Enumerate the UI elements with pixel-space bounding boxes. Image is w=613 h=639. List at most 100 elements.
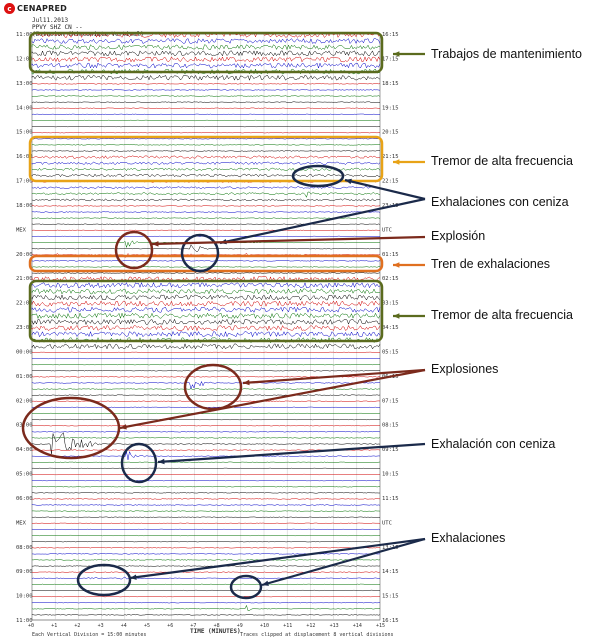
explosions-arrow (119, 368, 426, 430)
x-tick-label: +13 (330, 623, 339, 629)
exhalations-arrow-head (130, 574, 137, 580)
seismic-trace (31, 394, 381, 396)
left-time-label: 10:00 (16, 594, 33, 600)
ash-exhalation-arrow (157, 442, 426, 464)
seismic-trace (31, 107, 380, 109)
left-time-label: 14:00 (16, 105, 33, 111)
right-time-label: 05:15 (382, 349, 399, 355)
seismic-trace (31, 431, 381, 433)
x-tick-label: +14 (353, 623, 362, 629)
right-time-label: UTC (382, 520, 392, 526)
tremor-arrow-head (393, 159, 400, 165)
tremor-box (28, 135, 384, 183)
seismic-trace (31, 113, 381, 115)
seismic-trace (31, 312, 381, 320)
left-time-label: 21:00 (16, 276, 33, 282)
seismic-trace (31, 50, 381, 57)
annotation-label: Trabajos de mantenimiento (431, 47, 583, 61)
explosion-ellipse (183, 363, 243, 411)
seismic-trace (31, 370, 381, 372)
seismic-trace (31, 324, 381, 332)
ash-arrow (344, 178, 426, 201)
exhalation-ellipse (76, 563, 132, 597)
left-time-label: 20:00 (16, 252, 33, 258)
seismic-trace (31, 205, 381, 207)
seismic-trace (31, 602, 381, 604)
ash-arrow (219, 197, 426, 245)
train-arrow-head (393, 262, 400, 268)
seismic-trace (31, 522, 381, 524)
footer-right: Traces clipped at displacement 8 vertica… (240, 632, 394, 638)
seismic-trace (31, 306, 381, 313)
seismic-trace (31, 604, 381, 611)
left-time-label: 04:00 (16, 447, 33, 453)
left-time-label: 13:00 (16, 81, 33, 87)
x-tick-label: +3 (98, 623, 104, 629)
exhalations-arrow (129, 537, 426, 580)
seismic-trace (31, 38, 381, 45)
seismic-trace (32, 272, 381, 274)
plot-frame (31, 33, 381, 621)
seismic-trace (31, 380, 381, 390)
footer-left: Each Vertical Division = 15:00 minutes (32, 632, 147, 638)
seismic-trace (31, 565, 381, 567)
annotation-label: Explosión (431, 229, 486, 243)
left-time-label: 08:00 (16, 545, 33, 551)
seismic-trace (31, 229, 381, 231)
right-time-label: 02:15 (382, 276, 399, 282)
left-time-label: 22:00 (16, 301, 33, 307)
seismic-trace (31, 198, 381, 202)
left-time-label: 16:00 (16, 154, 33, 160)
right-time-label: 20:15 (382, 130, 399, 136)
left-time-label: 06:00 (16, 496, 33, 502)
seismic-trace (31, 132, 381, 134)
ash-exhalation-arrow-head (158, 458, 165, 465)
seismic-trace (31, 528, 381, 531)
explosion-ellipse (114, 230, 154, 270)
x-tick-label: +15 (376, 623, 385, 629)
right-time-label: 10:15 (382, 472, 399, 478)
right-time-label: 07:15 (382, 398, 399, 404)
x-tick-label: +0 (28, 623, 34, 629)
left-time-label: MEX (16, 520, 27, 526)
right-time-label: UTC (382, 227, 392, 233)
annotation-label: Exhalaciones (431, 531, 506, 545)
right-time-label: 04:15 (382, 325, 399, 331)
seismic-trace (31, 330, 381, 338)
explosions-arrow-head (243, 379, 250, 386)
ash-exhalation-ellipse (180, 233, 220, 273)
right-time-label: 03:15 (382, 301, 399, 307)
left-time-label: 18:00 (16, 203, 33, 209)
right-time-label: 21:15 (382, 154, 399, 160)
seismic-trace (31, 492, 380, 494)
explosion-ellipse (21, 396, 121, 460)
seismic-trace (31, 480, 381, 482)
seismic-trace (31, 516, 381, 518)
right-time-label: 15:15 (382, 594, 399, 600)
seismic-trace (31, 211, 381, 213)
right-time-label: 22:15 (382, 179, 399, 185)
seismic-trace (31, 553, 381, 555)
seismic-trace (31, 260, 381, 262)
seismic-trace (31, 400, 381, 402)
seismic-trace (31, 357, 381, 360)
right-time-label: 16:15 (382, 618, 399, 624)
left-time-label: 23:00 (16, 325, 33, 331)
annotation-label: Explosiones (431, 362, 499, 376)
seismic-trace (31, 351, 381, 354)
seismic-trace (31, 425, 381, 427)
seismic-trace (31, 89, 381, 91)
left-time-label: 09:00 (16, 569, 33, 575)
seismic-trace (31, 101, 380, 103)
left-time-label: 02:00 (16, 398, 33, 404)
right-time-label: 01:15 (382, 252, 399, 258)
right-time-label: 19:15 (382, 105, 399, 111)
seismic-trace (31, 510, 381, 512)
seismic-trace (31, 467, 381, 469)
annotation-label: Exhalaciones con ceniza (431, 195, 569, 209)
seismic-trace (31, 486, 380, 488)
seismic-trace (31, 541, 381, 543)
seismic-trace (31, 119, 381, 122)
